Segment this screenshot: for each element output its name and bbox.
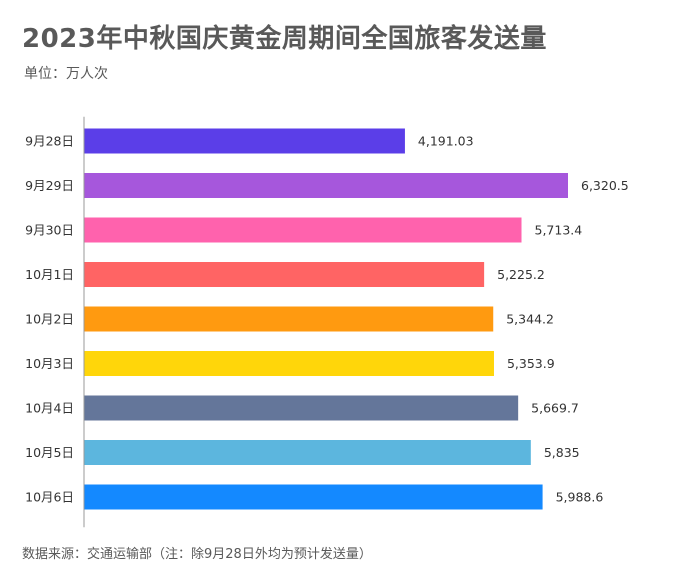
value-label: 5,835	[544, 445, 580, 460]
bars-group	[84, 128, 568, 510]
bar	[84, 128, 405, 154]
value-label: 6,320.5	[581, 178, 629, 193]
category-label: 9月29日	[25, 178, 74, 193]
bar	[84, 351, 494, 376]
value-label: 5,344.2	[506, 312, 554, 327]
bar	[84, 217, 522, 243]
bar	[84, 440, 531, 465]
bar	[84, 484, 543, 510]
value-labels-group: 4,191.03 6,320.5 5,713.4 5,225.2 5,344.2 5,35…	[418, 134, 629, 505]
bar	[84, 262, 485, 287]
category-label: 10月3日	[25, 356, 74, 371]
category-label: 9月30日	[25, 223, 74, 238]
category-labels-group: 9月28日 9月29日 9月30日 10月1日 10月2日 10月3日 10月4日 10月5日…	[25, 134, 74, 505]
value-label: 5,713.4	[535, 223, 583, 238]
value-label: 5,988.6	[556, 490, 604, 505]
bar	[84, 306, 494, 332]
value-label: 4,191.03	[418, 134, 474, 149]
category-label: 10月1日	[25, 267, 74, 282]
category-label: 10月6日	[25, 490, 74, 505]
category-label: 10月5日	[25, 445, 74, 460]
chart-subtitle: 单位：万人次	[24, 66, 108, 82]
category-label: 9月28日	[25, 134, 74, 149]
bar	[84, 395, 519, 421]
value-label: 5,353.9	[507, 356, 555, 371]
bar	[84, 173, 568, 198]
value-label: 5,669.7	[531, 401, 579, 416]
category-label: 10月4日	[25, 401, 74, 416]
value-label: 5,225.2	[497, 267, 545, 282]
category-label: 10月2日	[25, 312, 74, 327]
data-source-note: 数据来源：交通运输部（注：除9月28日外均为预计发送量）	[22, 547, 372, 562]
chart-title: 2023年中秋国庆黄金周期间全国旅客发送量	[22, 24, 547, 54]
